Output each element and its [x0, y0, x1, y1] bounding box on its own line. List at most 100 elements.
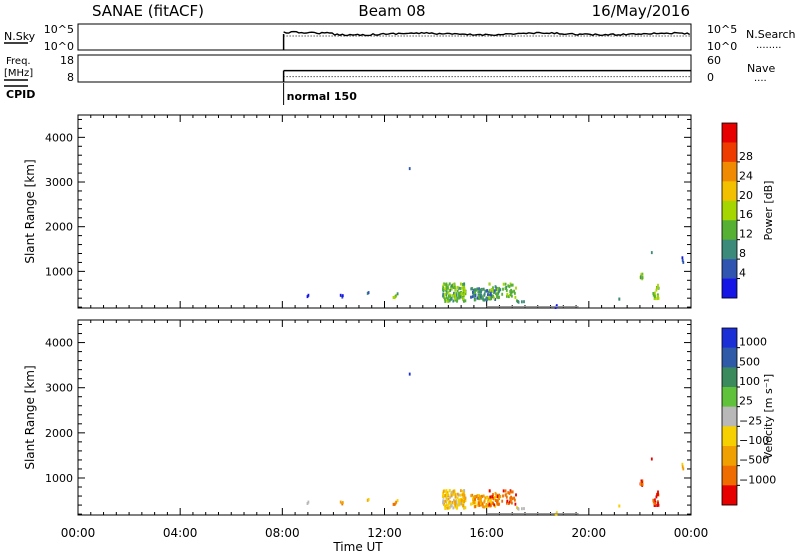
- freq-right-tick-top: 60: [707, 54, 721, 67]
- colorbar-segment: [722, 328, 737, 348]
- data-cell: [641, 276, 644, 280]
- data-cell: [508, 293, 511, 297]
- data-cell: [366, 291, 369, 295]
- time-tick-label: 20:00: [572, 526, 607, 540]
- data-cell: [464, 299, 467, 303]
- freq-left-tick-bottom: 8: [67, 71, 74, 84]
- data-cell: [481, 495, 483, 499]
- data-cell: [475, 288, 478, 292]
- data-cell: [652, 293, 655, 297]
- data-cell: [459, 287, 462, 290]
- data-cell: [511, 497, 514, 501]
- data-cell: [483, 293, 486, 297]
- data-cell: [442, 283, 445, 287]
- data-cell: [479, 290, 482, 294]
- data-cell: [513, 289, 515, 293]
- noise-right-tick-top: 10^5: [707, 23, 737, 36]
- data-cell: [510, 495, 512, 499]
- data-cell: [650, 457, 653, 461]
- data-cell: [459, 493, 462, 497]
- data-cell: [449, 504, 452, 508]
- colorbar-tick-label: 4: [739, 267, 746, 280]
- data-cell: [502, 287, 504, 291]
- data-cell: [487, 500, 489, 504]
- data-cell: [442, 285, 444, 289]
- data-cell: [446, 493, 448, 496]
- data-cell: [502, 282, 505, 286]
- freq-panel: Freq. [MHz] 18 8 60 0 Nave ....: [4, 54, 775, 84]
- data-cell: [504, 282, 507, 286]
- data-cell: [454, 286, 457, 290]
- data-cell: [654, 295, 656, 299]
- data-cell: [455, 293, 458, 297]
- data-cell: [471, 502, 474, 506]
- data-cell: [487, 293, 489, 297]
- data-cell: [655, 288, 658, 292]
- data-cell: [408, 167, 411, 171]
- data-cell: [461, 493, 464, 497]
- data-cell: [554, 306, 557, 309]
- data-cell: [488, 295, 491, 299]
- data-cell: [461, 286, 464, 290]
- data-cell: [464, 499, 467, 502]
- y-tick-label: 3000: [45, 176, 73, 189]
- colorbar-segment: [722, 142, 737, 163]
- data-cell: [454, 493, 457, 496]
- data-cell: [655, 495, 658, 499]
- data-cell: [307, 500, 310, 504]
- data-cell: [448, 501, 450, 505]
- data-cell: [514, 502, 517, 506]
- data-cell: [657, 296, 660, 300]
- data-cell: [450, 494, 453, 498]
- data-cell: [479, 503, 482, 507]
- data-cell: [448, 294, 450, 298]
- data-cell: [483, 500, 486, 504]
- data-cell: [444, 292, 446, 296]
- data-cell: [449, 502, 452, 506]
- data-cell: [489, 288, 492, 292]
- y-tick-label: 2000: [45, 427, 73, 440]
- data-cell: [447, 504, 449, 508]
- colorbar-segment: [722, 123, 737, 143]
- data-cell: [489, 504, 492, 508]
- time-tick-label: 00:00: [61, 526, 96, 540]
- data-cell: [496, 495, 499, 499]
- data-cell: [641, 272, 644, 276]
- data-cell: [392, 296, 395, 299]
- colorbar-segment: [722, 387, 737, 407]
- data-cell: [444, 494, 446, 497]
- data-cell: [452, 506, 455, 510]
- data-cell: [449, 295, 452, 299]
- data-cell: [341, 501, 344, 505]
- data-cell: [460, 282, 462, 286]
- data-cell: [471, 493, 474, 497]
- data-cell: [471, 295, 474, 299]
- data-cell: [447, 297, 449, 301]
- colorbar-tick-label: 100: [739, 375, 760, 388]
- data-cell: [464, 506, 467, 510]
- data-cell: [491, 288, 494, 292]
- data-cell: [445, 503, 448, 506]
- data-cell: [507, 491, 510, 495]
- data-cell: [454, 298, 457, 302]
- data-cell: [492, 286, 494, 290]
- data-cell: [452, 489, 455, 493]
- data-cell: [442, 292, 445, 296]
- data-cell: [472, 291, 474, 294]
- data-cell: [341, 294, 344, 298]
- colorbar-tick-label: 28: [739, 150, 753, 163]
- data-cell: [476, 503, 479, 507]
- data-cell: [681, 258, 684, 262]
- cpid-mode-label: normal 150: [287, 90, 358, 103]
- data-cell: [490, 500, 492, 504]
- data-cell: [498, 288, 501, 292]
- noise-panel: N.Sky 10^5 10^0 10^5 10^0 N.Search .....…: [4, 23, 796, 53]
- data-cell: [478, 294, 481, 298]
- data-cell: [454, 505, 457, 509]
- data-cell: [474, 497, 476, 501]
- panel-frame: [77, 319, 692, 516]
- data-cell: [463, 500, 466, 503]
- data-cell: [498, 286, 501, 290]
- colorbar-segment: [722, 485, 737, 506]
- data-cell: [640, 272, 643, 276]
